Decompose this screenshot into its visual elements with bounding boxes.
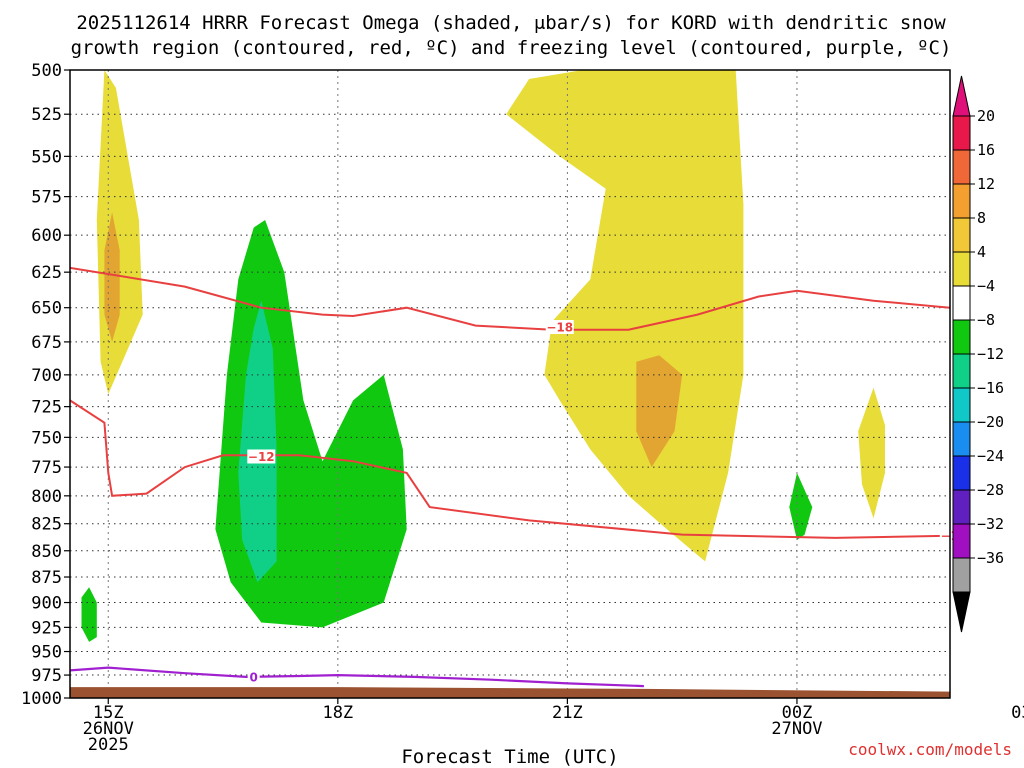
x-axis: 15Z26NOV202518Z21Z00Z27NOV03Z06Z [83,698,1024,755]
y-tick-label-18: 950 [31,643,62,663]
y-tick-label-13: 825 [31,515,62,535]
x-tick-label-2-0: 21Z [552,703,583,723]
contour-label-3: 0 [249,670,257,684]
colorbar-tick-label-12: −32 [977,515,1004,533]
omega-region-9 [789,472,813,540]
y-tick-label-3: 575 [31,188,62,208]
y-tick-label-9: 725 [31,398,62,418]
y-tick-label-19: 975 [31,666,62,686]
colorbar-segment-11 [952,489,971,525]
omega-region-8 [81,587,97,642]
isotherm-minus18-line [70,266,950,331]
y-tick-label-15: 875 [31,568,62,588]
y-axis: 500 525 550 575 600 625 650 675 700 725 750 775 800 8… [21,61,70,709]
y-tick-label-8: 700 [31,366,62,386]
y-tick-label-1: 525 [31,105,62,125]
colorbar-segment-4 [952,251,971,287]
y-tick-label-10: 750 [31,428,62,448]
y-tick-label-17: 925 [31,618,62,638]
colorbar-top-arrow [952,75,971,117]
x-tick-label-3-1: 27NOV [771,719,822,739]
chart-title-line-1: 2025112614 HRRR Forecast Omega (shaded, … [76,12,946,34]
omega-region-11 [1019,502,1024,628]
terrain-polygon [70,687,950,698]
x-tick-label-0-0: 15Z [93,703,124,723]
y-tick-label-16: 900 [31,594,62,614]
colorbar-segment-5 [952,285,971,321]
colorbar-tick-label-3: 8 [977,209,986,227]
contour-lines [70,266,950,688]
colorbar: 20 16 12 8 4 −4 −8 −12 −16 −20 −24 −28 −32 −36 [952,75,1004,633]
colorbar-bottom-arrow [952,591,971,633]
colorbar-segment-13 [952,557,971,593]
colorbar-segment-3 [952,217,971,253]
grid-lines [70,70,950,698]
colorbar-tick-label-7: −12 [977,345,1004,363]
colorbar-segment-1 [952,149,971,185]
y-tick-label-7: 675 [31,333,62,353]
omega-shading [81,70,1024,642]
colorbar-segment-12 [952,523,971,559]
omega-region-4 [858,387,885,519]
terrain-fill [70,687,950,698]
plot-frame [69,69,951,699]
colorbar-tick-label-4: 4 [977,243,986,261]
colorbar-tick-label-9: −20 [977,413,1004,431]
colorbar-segment-2 [952,183,971,219]
omega-region-7 [238,300,277,583]
colorbar-segment-10 [952,455,971,491]
y-tick-label-4: 600 [31,226,62,246]
colorbar-tick-label-5: −4 [977,277,995,295]
y-tick-label-2: 550 [31,147,62,167]
colorbar-tick-label-2: 12 [977,175,995,193]
y-tick-label-12: 800 [31,487,62,507]
contour-label-0: −12 [248,450,275,464]
y-tick-label-5: 625 [31,263,62,283]
y-tick-label-20: 1000 [21,689,62,709]
x-axis-label: Forecast Time (UTC) [401,746,618,768]
colorbar-segment-8 [952,387,971,423]
colorbar-segment-9 [952,421,971,457]
colorbar-tick-label-10: −24 [977,447,1004,465]
colorbar-tick-label-13: −36 [977,549,1004,567]
y-tick-label-11: 775 [31,458,62,478]
x-tick-label-4-0: 03Z [1011,703,1024,723]
credit-text: coolwx.com/models [848,740,1012,759]
chart-title-line-2: growth region (contoured, red, ºC) and f… [71,37,952,59]
x-tick-label-0-1: 26NOV [83,719,134,739]
colorbar-segment-7 [952,353,971,389]
omega-region-0 [96,70,143,395]
colorbar-tick-label-8: −16 [977,379,1004,397]
contour-label-bg-3 [247,669,260,684]
isotherm-minus12-line [70,399,950,539]
x-tick-label-1-0: 18Z [322,703,353,723]
y-tick-label-0: 500 [31,61,62,81]
freezing-level-line [70,666,644,688]
omega-region-3 [636,355,683,468]
contour-label-bg-1 [545,320,574,335]
colorbar-segment-6 [952,319,971,355]
y-tick-label-14: 850 [31,542,62,562]
contour-label-bg-0 [247,449,276,464]
contour-label-1: −18 [546,321,573,335]
colorbar-tick-label-1: 16 [977,141,995,159]
colorbar-tick-label-0: 20 [977,107,995,125]
colorbar-segment-0 [952,115,971,151]
x-tick-label-0-2: 2025 [88,735,129,755]
x-tick-label-3-0: 00Z [782,703,813,723]
omega-region-2 [506,70,744,562]
colorbar-tick-label-6: −8 [977,311,995,329]
y-tick-label-6: 650 [31,299,62,319]
colorbar-tick-label-11: −28 [977,481,1004,499]
